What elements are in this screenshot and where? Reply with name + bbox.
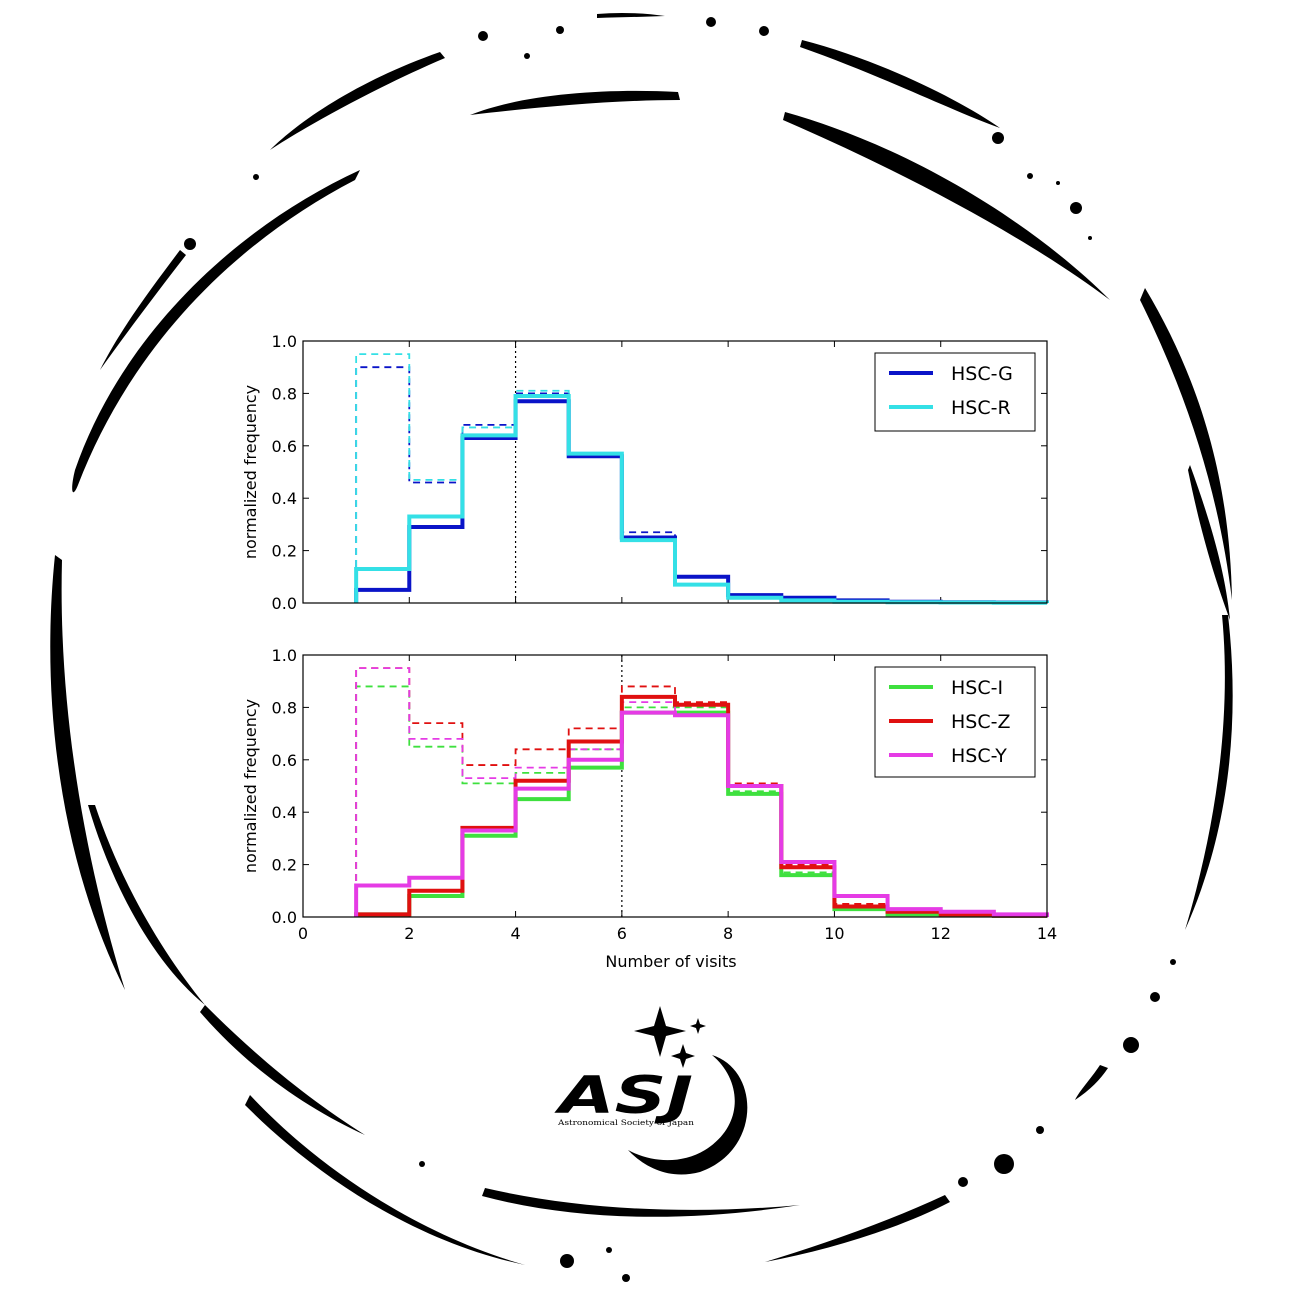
ring-dot (1123, 1037, 1139, 1053)
crescent-moon-icon (628, 1055, 748, 1175)
y-tick-label: 0.2 (272, 542, 297, 561)
ring-stroke (1188, 465, 1230, 620)
ring-stroke (200, 1005, 365, 1135)
legend-label: HSC-G (951, 363, 1013, 385)
ring-stroke (482, 1188, 800, 1217)
ring-stroke (72, 170, 360, 493)
ring-stroke (1075, 1065, 1108, 1100)
star-icon-medium (671, 1044, 695, 1068)
ring-dot (556, 26, 564, 34)
ring-stroke (800, 40, 1000, 128)
x-tick-label: 14 (1037, 924, 1057, 943)
ring-stroke (765, 1195, 950, 1262)
legend-label: HSC-I (951, 677, 1003, 699)
decorative-ring (50, 12, 1233, 1282)
y-tick-label: 1.0 (272, 646, 297, 665)
ring-dot (1027, 173, 1033, 179)
x-tick-label: 10 (824, 924, 844, 943)
ring-dot (1150, 992, 1160, 1002)
ring-stroke (88, 805, 205, 1005)
star-icon-large (634, 1006, 686, 1057)
ring-dot (1170, 959, 1176, 965)
series-hsc-y-solid (354, 710, 1049, 917)
y-tick-label: 1.0 (272, 332, 297, 351)
ring-stroke (783, 112, 1110, 300)
x-tick-label: 0 (298, 924, 308, 943)
y-tick-label: 0.2 (272, 856, 297, 875)
ring-dot (1056, 181, 1060, 185)
series-hsc-z-dashed (355, 667, 1048, 917)
ring-dot (1070, 202, 1082, 214)
ring-stroke (470, 90, 680, 115)
star-icon-small (690, 1018, 706, 1034)
ring-dot (560, 1254, 574, 1268)
legend: HSC-I HSC-Z HSC-Y (874, 666, 1036, 778)
series-hsc-i-dashed (355, 685, 1048, 917)
y-tick-label: 0.6 (272, 437, 297, 456)
ring-dot (478, 31, 488, 41)
ring-dot (184, 238, 196, 250)
x-tick-label: 4 (510, 924, 520, 943)
x-tick-label: 6 (617, 924, 627, 943)
legend: HSC-G HSC-R (874, 352, 1036, 432)
plot-frame (302, 340, 1048, 604)
y-tick-label: 0.0 (272, 594, 297, 613)
x-tick-label: 8 (723, 924, 733, 943)
legend-box (874, 352, 1036, 432)
y-axis-label: normalized frequency (241, 699, 260, 873)
y-tick-label: 0.8 (272, 384, 297, 403)
ring-stroke (1185, 615, 1233, 930)
legend-label: HSC-Y (951, 745, 1007, 767)
ring-dot (1036, 1126, 1044, 1134)
ring-dot (994, 1154, 1014, 1174)
asj-logo: ASJ Astronomical Society of Japan (553, 1006, 748, 1175)
ring-stroke (50, 555, 126, 990)
legend-label: HSC-R (951, 397, 1011, 419)
ring-dot (992, 132, 1004, 144)
legend-label: HSC-Z (951, 711, 1011, 733)
y-tick-label: 0.6 (272, 751, 297, 770)
y-axis-label: normalized frequency (241, 385, 260, 559)
y-tick-label: 0.0 (272, 908, 297, 927)
asj-wordmark: ASJ (553, 1066, 693, 1126)
series-hsc-g-solid (354, 399, 1049, 605)
ring-stroke (597, 12, 665, 18)
ring-stroke (270, 52, 445, 150)
plot-frame (302, 654, 1048, 918)
ring-dot (524, 53, 530, 59)
ring-dot (1088, 236, 1092, 240)
ring-dot (419, 1161, 425, 1167)
ring-dot (706, 17, 716, 27)
x-tick-label: 2 (404, 924, 414, 943)
asj-subtitle: Astronomical Society of Japan (557, 1119, 695, 1127)
y-tick-label: 0.4 (272, 803, 297, 822)
series-hsc-r-solid (354, 394, 1049, 605)
ring-stroke (1140, 288, 1232, 600)
y-tick-label: 0.8 (272, 698, 297, 717)
ring-dot (622, 1274, 630, 1282)
ring-dot (606, 1247, 612, 1253)
x-tick-label: 12 (931, 924, 951, 943)
ring-stroke (245, 1095, 525, 1265)
x-axis-label: Number of visits (605, 952, 736, 971)
ring-stroke (100, 250, 186, 370)
ring-dot (958, 1177, 968, 1187)
ring-dot (759, 26, 769, 36)
y-tick-label: 0.4 (272, 489, 297, 508)
ring-dot (253, 174, 259, 180)
histogram-panel-bottom: 0.0 0.2 0.4 0.6 0.8 1.0 0 2 4 6 8 10 12 14 normalized … (241, 646, 1057, 971)
histogram-panel-top: 0.0 0.2 0.4 0.6 0.8 1.0 normalized frequency HS… (241, 332, 1049, 613)
